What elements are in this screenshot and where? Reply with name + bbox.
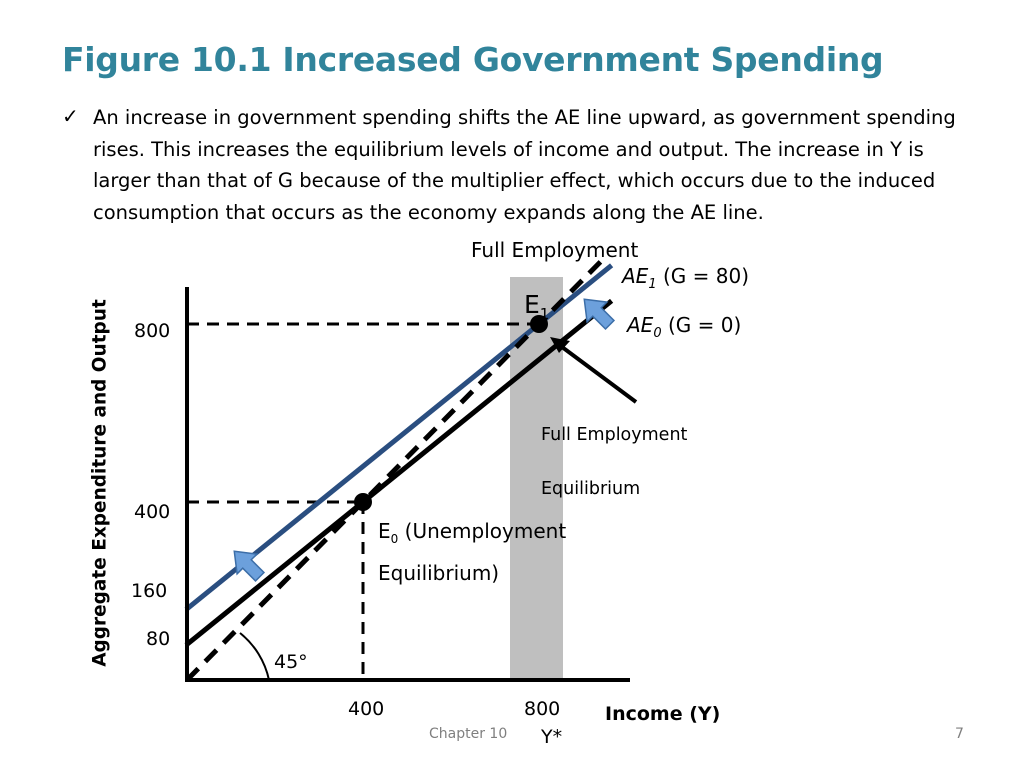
x-axis-label: Income (Y) xyxy=(605,703,721,725)
e0-label: E0 (Unemployment Equilibrium) xyxy=(378,519,567,585)
angle-arc xyxy=(239,632,270,681)
y-tick-80: 80 xyxy=(146,628,171,650)
ae0-label: AE0 (G = 0) xyxy=(627,313,742,341)
series-line-ae0 xyxy=(184,298,614,648)
shift-arrow-lower-icon xyxy=(233,550,266,583)
bullet-text: An increase in government spending shift… xyxy=(93,106,956,224)
footer-chapter: Chapter 10 xyxy=(429,726,508,742)
full-employment-equilibrium-label-line1: Full Employment xyxy=(541,425,688,445)
shift-arrow-upper-icon xyxy=(583,298,616,331)
page-number: 7 xyxy=(955,726,964,742)
y-tick-400: 400 xyxy=(134,501,171,523)
ae1-label: AE1 (G = 80) xyxy=(622,264,749,292)
x-tick-800: 800 xyxy=(524,698,561,720)
x-tick-400: 400 xyxy=(348,698,385,720)
angle-label: 45° xyxy=(274,651,308,673)
series-line-45-degree-line xyxy=(185,259,603,682)
pointer-arrowhead xyxy=(550,337,570,353)
y-tick-800: 800 xyxy=(134,320,171,342)
e1-label: E1 xyxy=(524,290,550,323)
full-employment-equilibrium-label-line2: Equilibrium xyxy=(541,479,641,499)
checkmark-icon: ✓ xyxy=(62,104,79,128)
slide-title: Figure 10.1 Increased Government Spendin… xyxy=(62,40,884,79)
point-e1 xyxy=(530,315,548,333)
y-axis-label: Aggregate Expenditure and Output xyxy=(89,299,111,667)
x-tick-ystar: Y* xyxy=(541,726,563,748)
full-employment-label: Full Employment xyxy=(471,238,639,262)
point-e0 xyxy=(354,493,372,511)
y-tick-160: 160 xyxy=(131,580,168,602)
pointer-line xyxy=(560,345,638,404)
